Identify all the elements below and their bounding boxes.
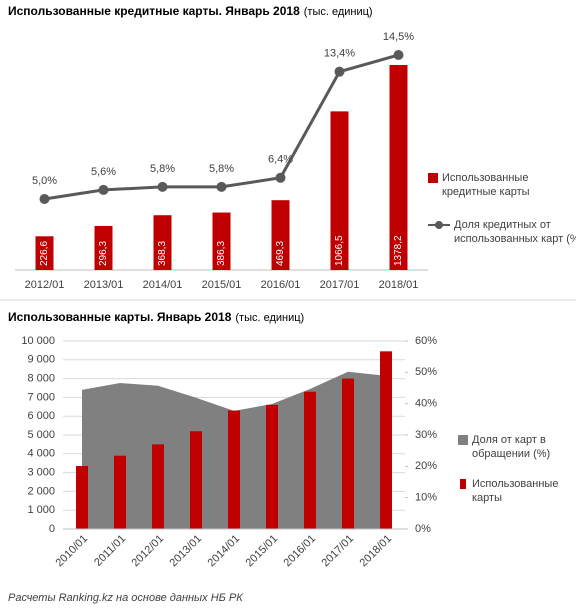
y-tick-label: 7 000 — [27, 391, 55, 403]
line-value-label: 5,0% — [32, 175, 57, 187]
x-tick-label: 2017/01 — [320, 533, 357, 570]
y-tick-label: 4 000 — [27, 448, 55, 460]
bar — [114, 455, 126, 529]
y2-tick-label: 30% — [415, 429, 437, 441]
x-tick-label: 2018/01 — [358, 533, 395, 570]
bar — [190, 431, 202, 529]
legend-item: Доля кредитных от использованных карт (%… — [428, 218, 576, 246]
bar — [342, 378, 354, 529]
bar-value-label: 368,3 — [157, 241, 168, 266]
x-tick-label: 2017/01 — [320, 279, 360, 291]
bar — [271, 200, 290, 270]
line-value-label: 5,8% — [209, 163, 234, 175]
bar — [304, 391, 316, 529]
bar — [94, 225, 113, 270]
chart-title: Использованные карты. Январь 2018 (тыс. е… — [8, 310, 304, 324]
legend-swatch — [458, 435, 468, 445]
legend-label: Использованные карты — [472, 478, 559, 504]
y2-tick-label: 60% — [415, 335, 437, 347]
line-marker — [39, 194, 50, 204]
source: Расчеты Ranking.kz на основе данных НБ Р… — [8, 592, 243, 604]
x-tick-label: 2010/01 — [54, 533, 91, 570]
y2-tick-label: 10% — [415, 492, 437, 504]
bar-value-label: 1066,5 — [334, 235, 345, 266]
legend-item: Доля от карт в обращении (%) — [458, 433, 576, 461]
line-marker — [393, 50, 404, 60]
legend-label: Использованные кредитные карты — [442, 172, 530, 198]
x-tick-label: 2014/01 — [206, 533, 243, 570]
legend-item: Использованные кредитные карты — [428, 171, 567, 199]
line-value-label: 14,5% — [383, 31, 414, 43]
line-value-label: 5,8% — [150, 163, 175, 175]
line-marker — [334, 66, 345, 77]
y2-tick-label: 50% — [415, 366, 437, 378]
x-tick-label: 2016/01 — [282, 533, 319, 570]
title-unit: (тыс. единиц) — [304, 6, 373, 18]
line-marker — [98, 184, 109, 195]
bar-value-label: 386,3 — [216, 241, 227, 266]
line-marker — [157, 181, 168, 192]
bar-value-label: 296,3 — [98, 241, 109, 266]
y-tick-label: 9 000 — [27, 354, 55, 366]
bar-value-label: 1378,2 — [393, 235, 404, 266]
y-tick-label: 3 000 — [27, 467, 55, 479]
line-value-label: 13,4% — [324, 48, 355, 60]
x-tick-label: 2013/01 — [168, 533, 205, 570]
bar — [330, 111, 349, 270]
bar-value-label: 226,6 — [39, 241, 50, 266]
y2-tick-label: 40% — [415, 398, 437, 410]
line-marker — [275, 172, 286, 183]
legend-swatch — [428, 173, 438, 183]
y-tick-label: 5 000 — [27, 429, 55, 441]
title-unit: (тыс. единиц) — [235, 312, 304, 324]
bar — [389, 65, 408, 270]
legend-label: Доля кредитных от использованных карт (%… — [454, 219, 576, 245]
legend-label: Доля от карт в обращении (%) — [472, 434, 551, 460]
x-tick-label: 2016/01 — [261, 279, 301, 291]
line-marker — [216, 181, 227, 192]
bar — [228, 410, 240, 529]
x-tick-label: 2012/01 — [130, 533, 167, 570]
line-value-label: 6,4% — [268, 154, 293, 166]
title-main: Использованные кредитные карты. Январь 2… — [8, 4, 300, 18]
x-tick-label: 2013/01 — [84, 279, 124, 291]
bar — [35, 236, 54, 270]
y2-tick-label: 20% — [415, 460, 437, 472]
legend-item: Использованные карты — [458, 477, 576, 505]
y2-tick-label: 0% — [415, 523, 431, 535]
x-tick-label: 2015/01 — [202, 279, 242, 291]
bar — [76, 466, 88, 529]
legend-swatch — [428, 221, 450, 229]
y-tick-label: 6 000 — [27, 410, 55, 422]
bar — [266, 404, 278, 529]
title-main: Использованные карты. Январь 2018 — [8, 310, 232, 324]
bar — [212, 212, 231, 270]
chart-title: Использованные кредитные карты. Январь 2… — [8, 4, 373, 18]
x-tick-label: 2012/01 — [25, 279, 65, 291]
bar-value-label: 469,3 — [275, 241, 286, 266]
legend-swatch — [460, 479, 466, 489]
y-tick-label: 2 000 — [27, 485, 55, 497]
bar — [152, 444, 164, 529]
legend-marker — [435, 221, 443, 229]
y-tick-label: 1 000 — [27, 504, 55, 516]
bar — [153, 215, 172, 270]
y-tick-label: 0 — [49, 523, 55, 535]
y-tick-label: 10 000 — [21, 335, 55, 347]
x-tick-label: 2015/01 — [244, 533, 281, 570]
x-tick-label: 2018/01 — [379, 279, 419, 291]
x-tick-label: 2014/01 — [143, 279, 183, 291]
y-tick-label: 8 000 — [27, 373, 55, 385]
bar — [380, 351, 392, 529]
line-value-label: 5,6% — [91, 166, 116, 178]
x-tick-label: 2011/01 — [92, 533, 128, 569]
